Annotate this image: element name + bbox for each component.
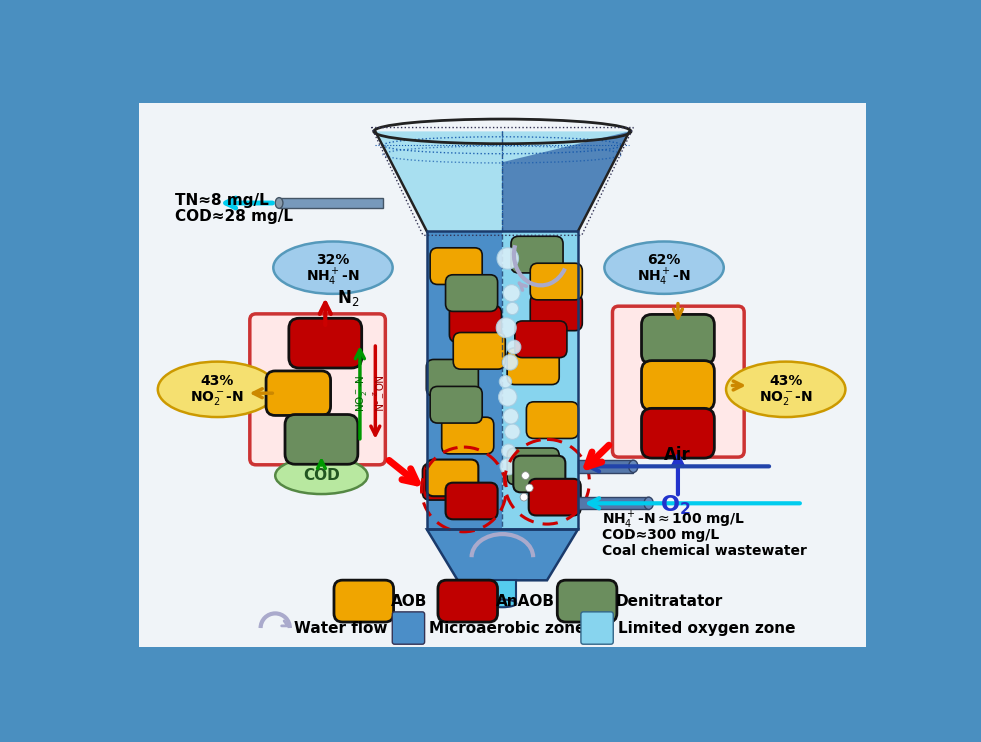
FancyBboxPatch shape — [445, 275, 497, 312]
FancyBboxPatch shape — [392, 612, 425, 644]
Circle shape — [500, 458, 517, 475]
Bar — [578, 497, 648, 510]
FancyBboxPatch shape — [430, 248, 483, 284]
Text: AnAOB: AnAOB — [496, 594, 555, 608]
Circle shape — [503, 285, 520, 301]
Circle shape — [503, 409, 519, 424]
Polygon shape — [502, 232, 578, 530]
FancyBboxPatch shape — [642, 315, 714, 364]
Text: 43%: 43% — [769, 374, 802, 388]
Text: NO$_2^-$-N: NO$_2^-$-N — [370, 374, 385, 412]
Circle shape — [501, 444, 515, 458]
Bar — [578, 460, 634, 473]
Text: Limited oxygen zone: Limited oxygen zone — [618, 620, 796, 636]
Ellipse shape — [604, 241, 724, 294]
Circle shape — [506, 302, 519, 315]
Ellipse shape — [726, 361, 846, 417]
Text: AOB: AOB — [390, 594, 427, 608]
FancyBboxPatch shape — [557, 580, 617, 622]
FancyBboxPatch shape — [507, 348, 559, 384]
FancyBboxPatch shape — [453, 332, 505, 370]
FancyBboxPatch shape — [515, 321, 567, 358]
Text: 62%: 62% — [647, 253, 681, 267]
Circle shape — [496, 318, 516, 338]
FancyBboxPatch shape — [531, 294, 583, 331]
FancyBboxPatch shape — [334, 580, 393, 622]
Text: NH$_4^+$-N: NH$_4^+$-N — [638, 266, 691, 288]
Text: Coal chemical wastewater: Coal chemical wastewater — [602, 544, 807, 558]
Text: 43%: 43% — [201, 374, 234, 388]
Circle shape — [504, 424, 520, 439]
FancyBboxPatch shape — [250, 314, 386, 464]
Text: Denitratator: Denitratator — [615, 594, 723, 608]
Text: NH$_4^+$-N: NH$_4^+$-N — [306, 266, 360, 288]
Text: COD≈28 mg/L: COD≈28 mg/L — [176, 209, 293, 223]
FancyBboxPatch shape — [612, 306, 745, 457]
Circle shape — [526, 484, 534, 492]
FancyBboxPatch shape — [288, 318, 362, 368]
Ellipse shape — [274, 241, 392, 294]
Ellipse shape — [489, 600, 516, 607]
Ellipse shape — [158, 361, 278, 417]
Text: NO$_2^-$-N: NO$_2^-$-N — [190, 389, 244, 407]
Text: Water flow: Water flow — [294, 620, 387, 636]
FancyBboxPatch shape — [581, 612, 613, 644]
Ellipse shape — [645, 497, 653, 510]
Text: COD: COD — [303, 468, 339, 483]
Text: NO$_2^-$-N: NO$_2^-$-N — [758, 389, 812, 407]
Text: NH$_4^+$-N$\approx$100 mg/L: NH$_4^+$-N$\approx$100 mg/L — [602, 510, 746, 531]
FancyBboxPatch shape — [529, 479, 581, 516]
Polygon shape — [427, 530, 578, 580]
Text: NO$_2^-$-N: NO$_2^-$-N — [354, 374, 369, 412]
Polygon shape — [489, 580, 516, 603]
Text: Air: Air — [664, 446, 691, 464]
FancyBboxPatch shape — [449, 306, 501, 342]
Circle shape — [499, 375, 512, 388]
FancyBboxPatch shape — [430, 387, 483, 423]
Text: Microaerobic zone: Microaerobic zone — [430, 620, 586, 636]
Bar — [279, 197, 383, 209]
FancyBboxPatch shape — [511, 236, 563, 273]
FancyBboxPatch shape — [285, 415, 358, 464]
Text: 32%: 32% — [316, 253, 349, 267]
Text: TN≈8 mg/L: TN≈8 mg/L — [176, 193, 269, 209]
FancyBboxPatch shape — [642, 361, 714, 410]
FancyBboxPatch shape — [513, 456, 565, 493]
FancyBboxPatch shape — [445, 482, 497, 519]
Text: N$_2$: N$_2$ — [336, 288, 359, 308]
FancyBboxPatch shape — [441, 417, 493, 454]
Polygon shape — [502, 131, 630, 232]
Circle shape — [497, 248, 519, 269]
FancyBboxPatch shape — [531, 263, 583, 300]
Polygon shape — [427, 232, 502, 530]
FancyBboxPatch shape — [642, 408, 714, 458]
FancyBboxPatch shape — [427, 459, 479, 496]
Ellipse shape — [276, 197, 283, 209]
Circle shape — [498, 388, 517, 407]
FancyBboxPatch shape — [527, 402, 579, 439]
Circle shape — [507, 340, 521, 354]
Circle shape — [502, 355, 518, 370]
FancyBboxPatch shape — [507, 448, 559, 485]
Ellipse shape — [629, 460, 638, 473]
Circle shape — [520, 493, 528, 501]
FancyBboxPatch shape — [427, 359, 479, 396]
FancyBboxPatch shape — [438, 580, 497, 622]
Polygon shape — [376, 131, 630, 232]
FancyBboxPatch shape — [266, 371, 331, 416]
Circle shape — [522, 472, 530, 479]
Text: COD≈300 mg/L: COD≈300 mg/L — [602, 528, 720, 542]
Text: $\mathbf{O_2}$: $\mathbf{O_2}$ — [660, 493, 691, 516]
Ellipse shape — [276, 457, 368, 494]
FancyBboxPatch shape — [423, 464, 475, 500]
